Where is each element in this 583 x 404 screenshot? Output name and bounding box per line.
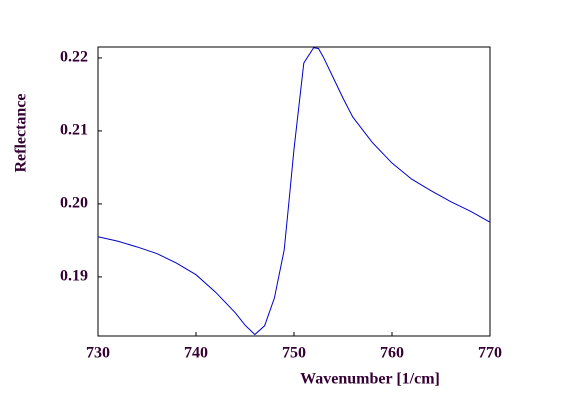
y-axis-label: Reflectance: [13, 93, 30, 172]
x-tick-label: 770: [478, 345, 502, 362]
y-tick-label: 0.20: [60, 195, 88, 212]
data-line: [97, 47, 491, 336]
plot-frame: [97, 46, 491, 337]
x-tick-label: 750: [282, 345, 306, 362]
x-tick-label: 760: [380, 345, 404, 362]
x-axis-label: Wavenumber [1/cm]: [300, 371, 440, 388]
y-tick-label: 0.22: [60, 49, 88, 66]
y-tick-label: 0.21: [60, 122, 88, 139]
y-tick-label: 0.19: [60, 268, 88, 285]
x-tick-label: 730: [86, 345, 110, 362]
x-tick-label: 740: [184, 345, 208, 362]
